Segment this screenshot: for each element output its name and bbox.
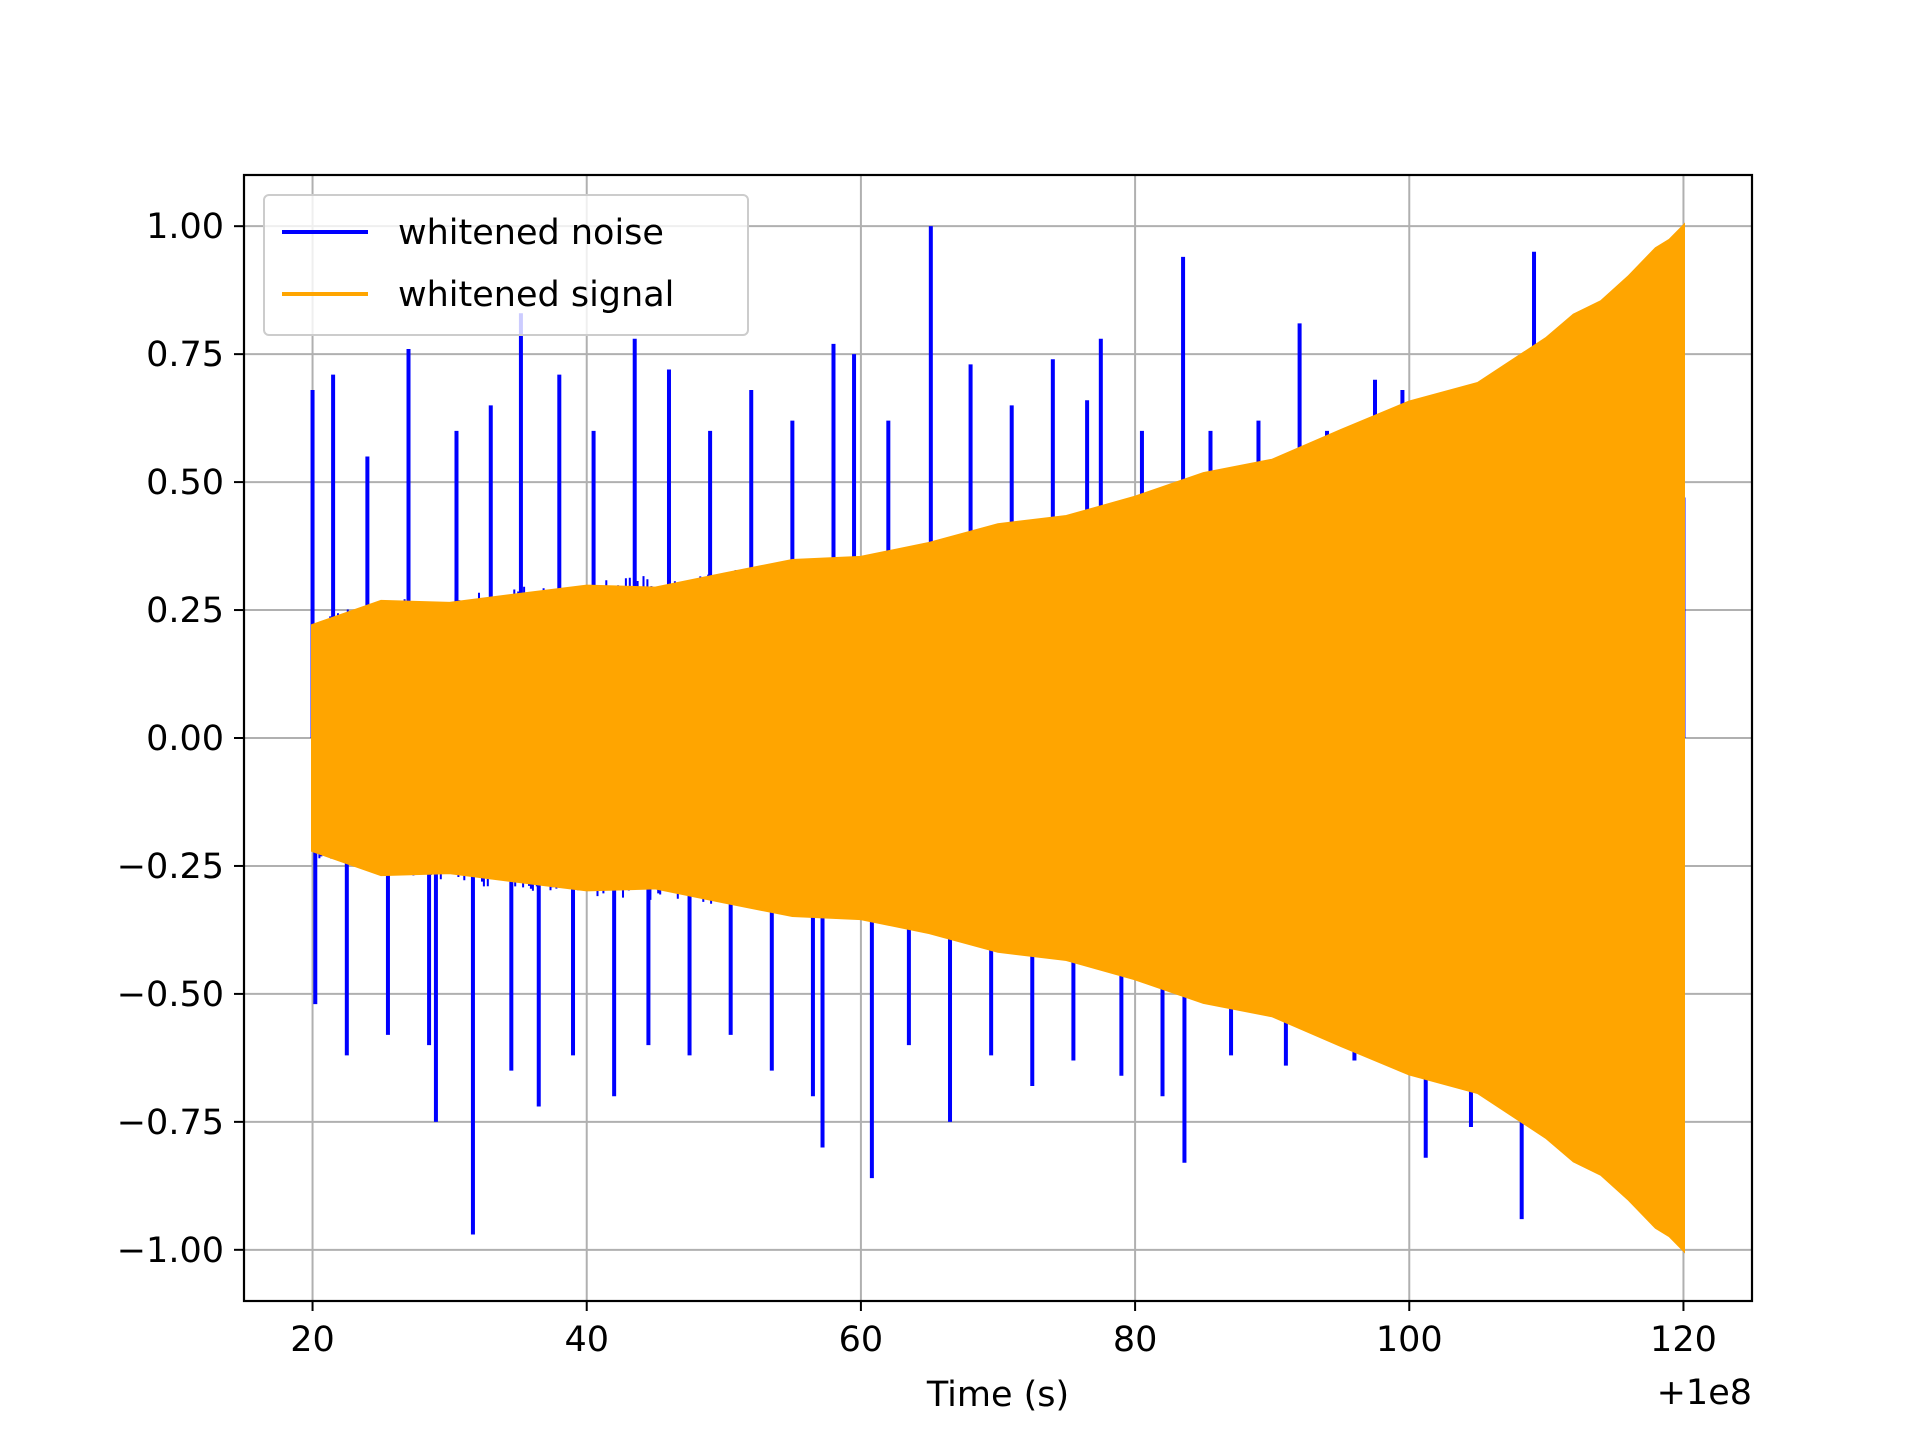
x-tick-label: 100: [1376, 1320, 1443, 1360]
series-whitened-signal-band: [311, 222, 1685, 1254]
x-tick-label: 40: [564, 1320, 609, 1360]
y-tick-label: 0.25: [146, 591, 224, 631]
y-tick-label: −1.00: [117, 1231, 224, 1271]
legend-label-whitened-signal: whitened signal: [398, 275, 674, 315]
legend-label-whitened-noise: whitened noise: [398, 213, 664, 253]
legend-box: [263, 194, 749, 336]
y-tick-label: 0.50: [146, 463, 224, 503]
x-axis-ticks: 20 40 60 80 100 120: [290, 1301, 1717, 1360]
x-tick-label: 120: [1650, 1320, 1717, 1360]
y-tick-label: 1.00: [146, 207, 224, 247]
x-tick-label: 20: [290, 1320, 335, 1360]
y-axis-ticks: 1.00 0.75 0.50 0.25 0.00 −0.25 −0.50 −0.75 −1.00: [117, 207, 244, 1271]
y-tick-label: −0.25: [117, 847, 224, 887]
x-tick-label: 60: [839, 1320, 884, 1360]
x-tick-label: 80: [1113, 1320, 1158, 1360]
y-tick-label: −0.50: [117, 975, 224, 1015]
x-axis-label: Time (s): [926, 1375, 1069, 1415]
y-tick-label: 0.75: [146, 335, 224, 375]
x-axis-offset-label: +1e8: [1657, 1373, 1752, 1413]
plot-area: [310, 222, 1686, 1254]
legend: whitened noise whitened signal: [263, 194, 749, 336]
y-tick-label: −0.75: [117, 1103, 224, 1143]
y-tick-label: 0.00: [146, 719, 224, 759]
